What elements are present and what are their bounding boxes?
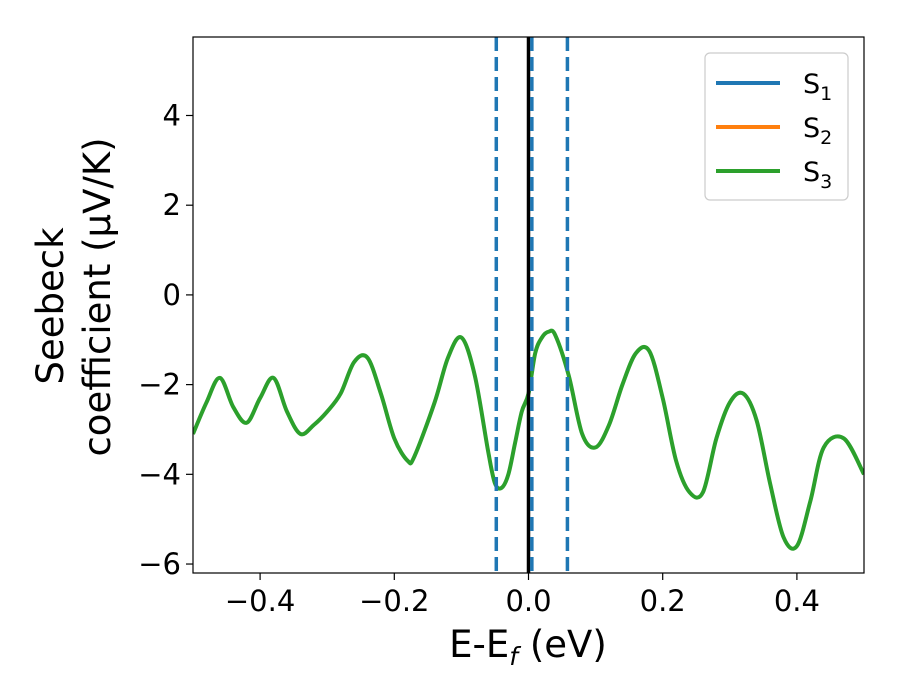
plot-content	[193, 37, 864, 573]
y-tick-label: 2	[163, 188, 181, 222]
x-tick-label: −0.4	[225, 584, 295, 618]
legend-label-s2: S2	[803, 113, 832, 149]
legend: S1 S2 S3	[704, 52, 849, 201]
y-tick-label: −2	[138, 368, 181, 402]
x-axis-title: E-Ef (eV)	[449, 623, 607, 671]
x-tick-label: 0.0	[505, 584, 551, 618]
y-tick-label: 0	[163, 278, 181, 312]
x-axis-title-rest: (eV)	[518, 623, 607, 666]
x-axis-ticks: −0.4 −0.2 0.0 0.2 0.4	[225, 573, 820, 618]
y-tick-label: −6	[138, 547, 181, 581]
x-tick-label: 0.4	[774, 584, 820, 618]
y-axis-ticks: −6 −4 −2 0 2 4	[138, 98, 193, 581]
series-line-s3	[193, 328, 864, 551]
x-tick-label: 0.2	[640, 584, 686, 618]
x-tick-label: −0.2	[359, 584, 429, 618]
legend-label-s1: S1	[803, 69, 832, 105]
legend-label-s3: S3	[803, 157, 832, 193]
legend-entries: S1 S2 S3	[716, 69, 832, 193]
y-axis-title-line1: Seebeck	[29, 227, 72, 385]
x-axis-title-main: E-E	[449, 623, 509, 666]
y-axis-title-line2: coefficient (μV/K)	[76, 137, 119, 456]
y-tick-label: −4	[138, 457, 181, 491]
y-tick-label: 4	[163, 98, 181, 132]
